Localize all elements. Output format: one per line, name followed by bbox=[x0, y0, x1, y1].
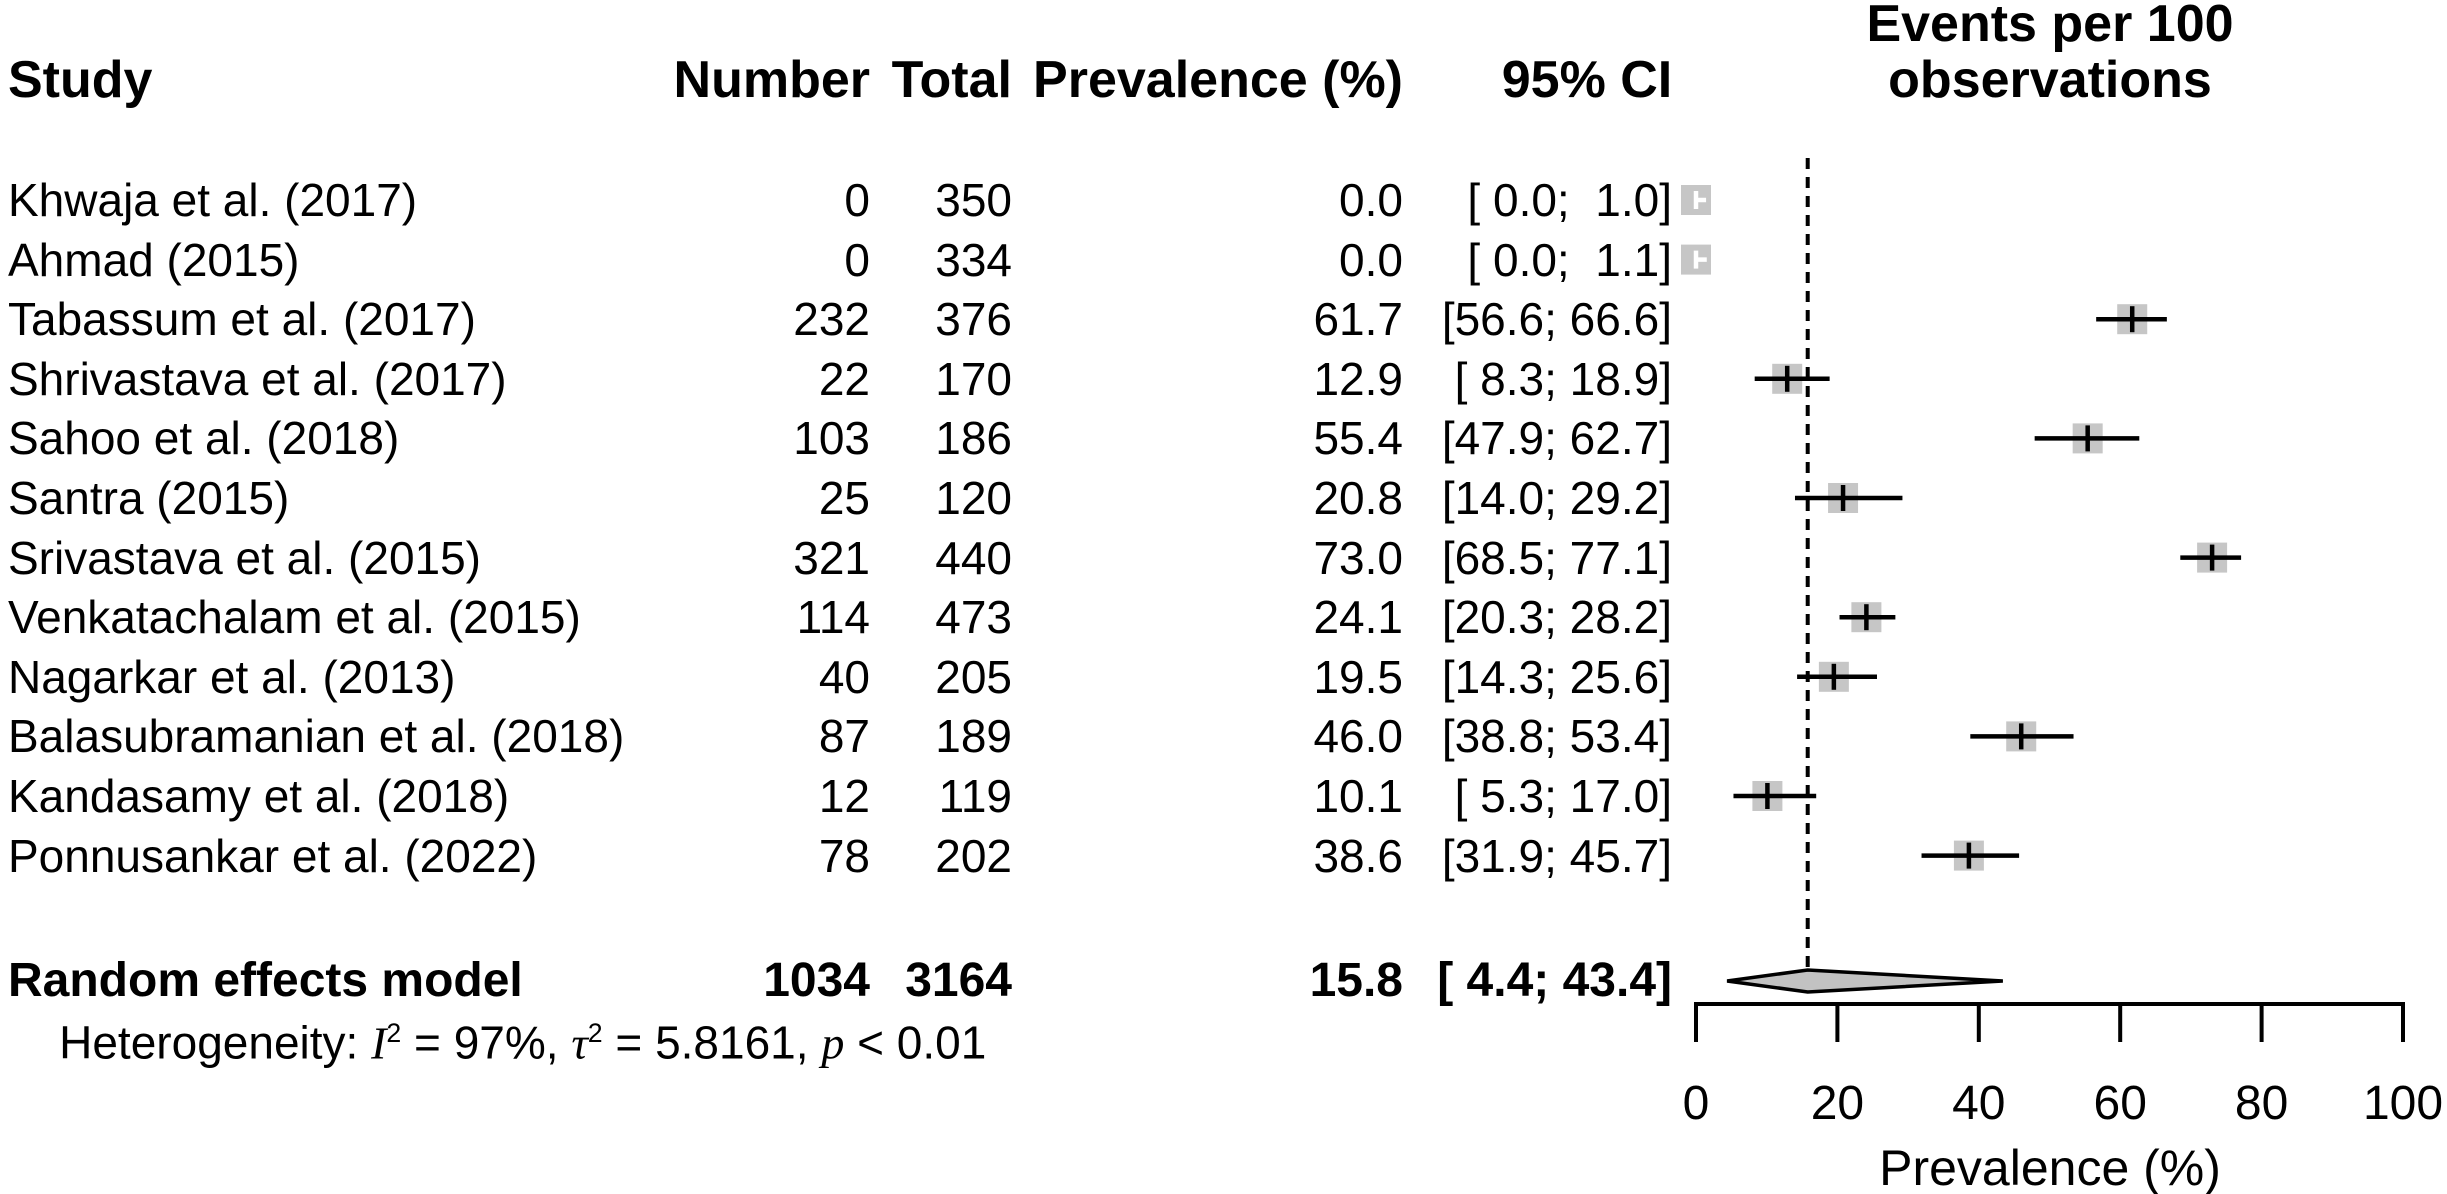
study-number-events: 78 bbox=[818, 829, 870, 882]
p-value: < 0.01 bbox=[844, 1016, 987, 1069]
study-prevalence: 55.4 bbox=[1313, 412, 1403, 465]
col-header-prevalence: Prevalence (%) bbox=[1033, 51, 1403, 109]
p-symbol: p bbox=[821, 1017, 845, 1069]
study-name: Ahmad (2015) bbox=[8, 233, 300, 286]
study-confidence-interval: [56.6; 66.6] bbox=[1441, 293, 1672, 346]
col-header-total: Total bbox=[891, 51, 1012, 109]
study-total: 376 bbox=[935, 293, 1012, 346]
study-total: 334 bbox=[935, 233, 1012, 286]
study-total: 120 bbox=[935, 472, 1012, 524]
study-name: Khwaja et al. (2017) bbox=[8, 174, 418, 226]
study-prevalence: 0.0 bbox=[1339, 174, 1403, 226]
x-axis-tick-label: 60 bbox=[2093, 1077, 2147, 1130]
study-confidence-interval: [ 5.3; 17.0] bbox=[1454, 770, 1672, 822]
study-name: Venkatachalam et al. (2015) bbox=[8, 591, 581, 644]
pooled-row-prevalence: 15.8 bbox=[1309, 954, 1403, 1007]
i-squared-value: = 97%, bbox=[401, 1016, 572, 1069]
study-total: 473 bbox=[935, 591, 1012, 644]
study-prevalence: 38.6 bbox=[1313, 829, 1403, 882]
study-name: Nagarkar et al. (2013) bbox=[8, 650, 456, 703]
study-confidence-interval: [14.3; 25.6] bbox=[1441, 650, 1672, 703]
study-confidence-interval: [20.3; 28.2] bbox=[1441, 591, 1672, 644]
study-prevalence: 73.0 bbox=[1313, 531, 1403, 584]
study-name: Tabassum et al. (2017) bbox=[8, 293, 476, 346]
study-total: 350 bbox=[935, 174, 1012, 226]
x-axis-tick-label: 40 bbox=[1952, 1077, 2006, 1130]
col-header-ci: 95% CI bbox=[1501, 51, 1673, 109]
study-total: 170 bbox=[935, 352, 1012, 405]
study-prevalence: 20.8 bbox=[1313, 472, 1403, 524]
pooled-diamond bbox=[1726, 968, 2003, 994]
tau-squared-value: = 5.8161, bbox=[602, 1016, 822, 1069]
study-prevalence: 24.1 bbox=[1313, 591, 1403, 644]
study-prevalence: 61.7 bbox=[1313, 293, 1403, 346]
study-number-events: 22 bbox=[818, 352, 870, 405]
study-prevalence: 10.1 bbox=[1313, 770, 1403, 822]
heterogeneity-prefix: Heterogeneity: bbox=[59, 1016, 372, 1069]
study-prevalence: 46.0 bbox=[1313, 710, 1403, 763]
x-axis-tick-label: 20 bbox=[1810, 1077, 1865, 1130]
study-name: Sahoo et al. (2018) bbox=[8, 412, 400, 465]
pooled-row-number: 1034 bbox=[763, 954, 870, 1007]
study-name: Srivastava et al. (2015) bbox=[8, 531, 482, 584]
study-total: 205 bbox=[935, 650, 1012, 703]
study-number-events: 114 bbox=[796, 591, 870, 644]
study-number-events: 87 bbox=[818, 710, 870, 763]
study-number-events: 0 bbox=[844, 174, 870, 226]
study-number-events: 321 bbox=[793, 531, 870, 584]
study-confidence-interval: [14.0; 29.2] bbox=[1441, 472, 1672, 524]
study-number-events: 40 bbox=[818, 650, 870, 703]
study-confidence-interval: [ 8.3; 18.9] bbox=[1454, 352, 1672, 405]
pooled-row-total: 3164 bbox=[905, 954, 1012, 1007]
tau-squared-sup: 2 bbox=[587, 1018, 603, 1049]
study-name: Shrivastava et al. (2017) bbox=[8, 352, 507, 405]
study-number-events: 12 bbox=[818, 770, 870, 822]
col-header-events-line2: observations bbox=[1888, 51, 2212, 109]
i-squared-sup: 2 bbox=[386, 1018, 402, 1049]
study-number-events: 0 bbox=[844, 233, 870, 286]
study-total: 119 bbox=[938, 770, 1012, 822]
study-number-events: 103 bbox=[793, 412, 870, 465]
study-prevalence: 0.0 bbox=[1339, 233, 1403, 286]
col-header-events-line1: Events per 100 bbox=[1866, 0, 2234, 53]
study-number-events: 232 bbox=[793, 293, 870, 346]
study-confidence-interval: [68.5; 77.1] bbox=[1441, 531, 1672, 584]
x-axis-title: Prevalence (%) bbox=[1879, 1140, 2221, 1194]
study-confidence-interval: [31.9; 45.7] bbox=[1441, 829, 1672, 882]
study-confidence-interval: [38.8; 53.4] bbox=[1441, 710, 1672, 763]
x-axis-tick-label: 80 bbox=[2234, 1077, 2289, 1130]
tau-squared-symbol: τ bbox=[571, 1017, 588, 1069]
pooled-row-name: Random effects model bbox=[8, 954, 523, 1007]
study-number-events: 25 bbox=[818, 472, 870, 524]
x-axis-tick-label: 100 bbox=[2362, 1077, 2444, 1130]
study-name: Balasubramanian et al. (2018) bbox=[8, 710, 625, 763]
study-prevalence: 12.9 bbox=[1313, 352, 1403, 405]
heterogeneity-note: Heterogeneity: I2 = 97%, τ2 = 5.8161, p … bbox=[8, 974, 986, 1113]
x-axis-tick-label: 0 bbox=[1682, 1077, 1710, 1130]
study-confidence-interval: [ 0.0; 1.1] bbox=[1467, 233, 1672, 286]
pooled-row-ci: [ 4.4; 43.4] bbox=[1437, 954, 1672, 1007]
study-confidence-interval: [ 0.0; 1.0] bbox=[1467, 174, 1672, 226]
study-total: 440 bbox=[935, 531, 1012, 584]
i-squared-symbol: I bbox=[371, 1017, 387, 1069]
study-prevalence: 19.5 bbox=[1313, 650, 1403, 703]
study-total: 189 bbox=[935, 710, 1012, 763]
study-name: Kandasamy et al. (2018) bbox=[8, 770, 510, 822]
study-name: Santra (2015) bbox=[8, 472, 290, 524]
study-total: 202 bbox=[935, 829, 1012, 882]
col-header-study: Study bbox=[8, 51, 153, 109]
study-name: Ponnusankar et al. (2022) bbox=[8, 829, 538, 882]
study-total: 186 bbox=[935, 412, 1012, 465]
col-header-number: Number bbox=[673, 51, 870, 109]
study-confidence-interval: [47.9; 62.7] bbox=[1441, 412, 1672, 465]
